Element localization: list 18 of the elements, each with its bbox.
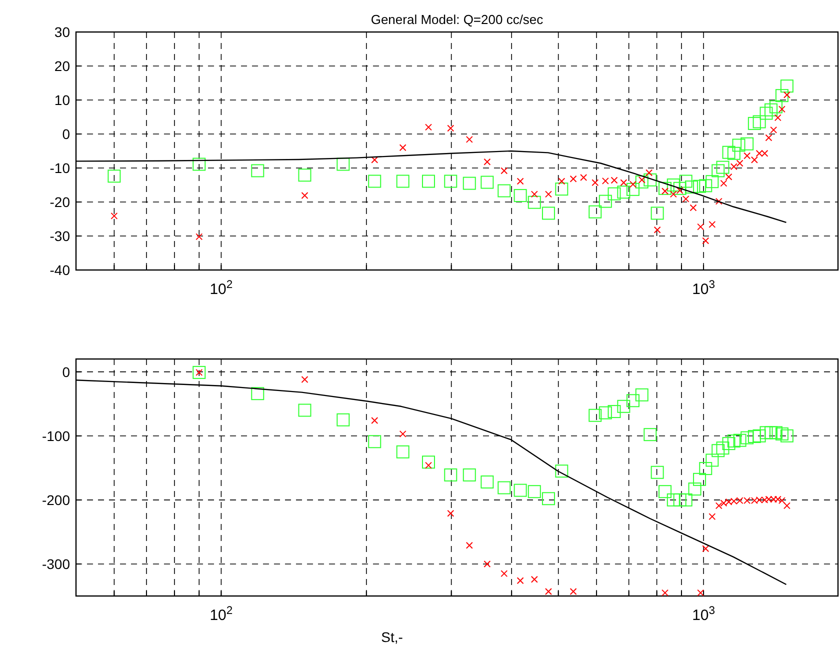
y-tick-label: 10 (54, 92, 70, 108)
x-axis-title: St,- (381, 629, 404, 645)
chart-title: General Model: Q=200 cc/sec (370, 12, 544, 27)
y-tick-label: -300 (42, 556, 70, 572)
y-tick-label: -30 (50, 228, 70, 244)
y-tick-label: -200 (42, 492, 70, 508)
y-tick-label: 0 (62, 364, 70, 380)
y-tick-label: 20 (54, 58, 70, 74)
y-tick-label: -40 (50, 262, 70, 278)
y-tick-label: 0 (62, 126, 70, 142)
x-tick-label: 10$^{3}$ (692, 279, 716, 298)
x-tick-label: 10$^{2}$ (210, 279, 233, 298)
y-tick-label: -10 (50, 160, 70, 176)
y-tick-label: -100 (42, 428, 70, 444)
x-tick-label: 10$^{2}$ (210, 605, 233, 624)
y-tick-label: 30 (54, 24, 70, 40)
x-tick-label: 10$^{3}$ (692, 605, 716, 624)
y-tick-label: -20 (50, 194, 70, 210)
